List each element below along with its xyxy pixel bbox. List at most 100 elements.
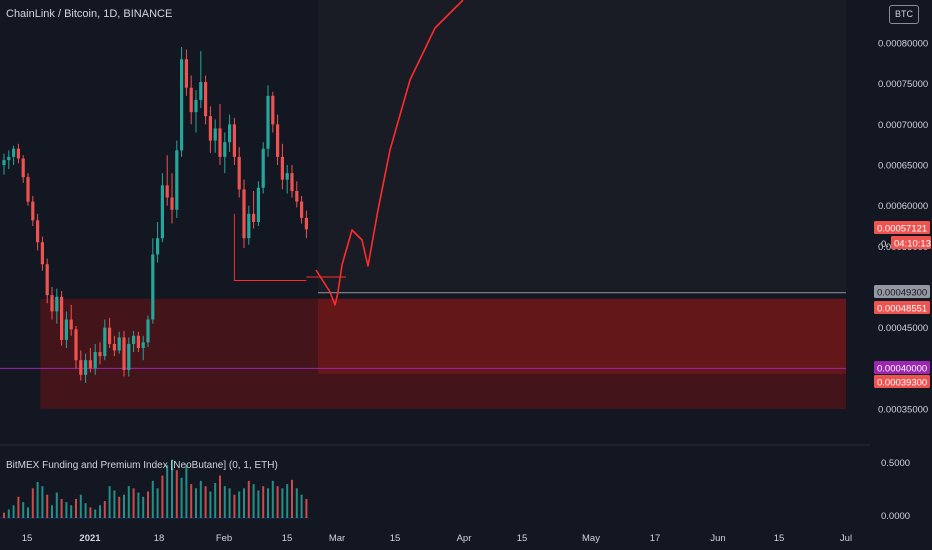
candle-body: [112, 343, 116, 351]
candle-body: [74, 329, 78, 361]
candle: [232, 117, 236, 165]
candle: [7, 150, 11, 170]
candle-body: [7, 156, 11, 161]
candle-body: [295, 191, 299, 202]
price-badge-last: 0.00057121: [874, 221, 930, 235]
candle-body: [88, 360, 92, 369]
indicator-bar: [185, 465, 188, 518]
candle: [180, 47, 184, 157]
candle-body: [285, 173, 289, 180]
indicator-bar: [137, 492, 140, 518]
candle: [103, 319, 107, 361]
candle-body: [64, 319, 68, 340]
x-tick-label: 15: [517, 533, 528, 544]
y-tick-label-partial: 0.: [881, 239, 889, 250]
candle-body: [256, 187, 260, 222]
candle-body: [252, 213, 256, 222]
indicator-bar: [267, 488, 269, 518]
projection-path[interactable]: [315, 0, 464, 306]
x-tick-label: Apr: [457, 533, 472, 544]
indicator-bar: [257, 490, 260, 518]
candle: [136, 331, 140, 353]
indicator-bar: [171, 459, 173, 518]
indicator-bar: [132, 488, 135, 518]
indicator-bar: [12, 505, 15, 518]
candle-body: [146, 319, 150, 343]
candle: [12, 145, 16, 165]
x-tick-label: 18: [154, 533, 165, 544]
y-tick-label: 0.00070000: [878, 120, 928, 131]
indicator-bar: [127, 486, 130, 518]
indicator-tick-label: 0.0000: [881, 511, 910, 522]
candle-body: [223, 142, 227, 157]
candle: [276, 114, 280, 165]
candle-body: [2, 160, 6, 165]
candle: [26, 173, 30, 206]
indicator-bar: [55, 492, 58, 518]
indicator-bar: [262, 486, 265, 518]
range-bracket[interactable]: [233, 213, 307, 281]
indicator-bar: [60, 498, 63, 518]
candle-body: [108, 327, 112, 344]
indicator-bar: [291, 479, 293, 518]
candle: [237, 147, 241, 198]
indicator-bar: [51, 505, 53, 518]
candle-body: [228, 124, 232, 143]
candle: [261, 142, 265, 194]
indicator-bar: [108, 486, 111, 518]
indicator-bar: [147, 491, 149, 518]
candle-body: [208, 116, 212, 141]
candle-body: [304, 217, 308, 230]
indicator-bar: [161, 475, 164, 518]
candle-body: [199, 82, 203, 100]
candle-body: [26, 177, 30, 202]
candle: [300, 195, 304, 224]
indicator-bar: [89, 507, 92, 518]
x-tick-label: 15: [282, 533, 293, 544]
candle: [36, 213, 40, 251]
candle: [117, 331, 121, 354]
indicator-bar: [219, 475, 221, 518]
indicator-bar: [305, 498, 308, 518]
target-zone: [318, 298, 846, 375]
candle: [228, 114, 232, 152]
x-tick-label: Jun: [710, 533, 725, 544]
indicator-bar: [214, 483, 217, 518]
indicator-bar: [223, 486, 226, 518]
price-badge-red: 0.00048551: [874, 301, 930, 315]
x-tick-label: May: [582, 533, 600, 544]
y-tick-label: 0.00080000: [878, 39, 928, 50]
candle-body: [16, 148, 20, 159]
y-tick-label: 0.00035000: [878, 405, 928, 416]
indicator-bar: [247, 480, 250, 518]
candle-body: [136, 335, 140, 348]
candle: [160, 173, 164, 243]
candle: [60, 291, 64, 346]
indicator-bar: [36, 481, 39, 518]
candle-body: [175, 150, 179, 210]
candle-body: [141, 342, 145, 348]
svg-text:0.00040000: 0.00040000: [877, 364, 927, 375]
price-badge-countdown: 04:10:13: [891, 236, 931, 250]
indicator-bar: [70, 505, 73, 518]
price-badge-red: 0.00039300: [874, 375, 930, 389]
candle-body: [280, 156, 284, 180]
svg-text:04:10:13: 04:10:13: [894, 239, 931, 250]
candle-body: [300, 201, 304, 218]
candle: [122, 330, 126, 377]
candle-body: [36, 220, 40, 243]
indicator-bar: [118, 496, 121, 518]
indicator-bar: [238, 491, 241, 518]
x-tick-label: 15: [774, 533, 785, 544]
candle: [16, 143, 20, 164]
price-badge-gray: 0.00049300: [874, 285, 930, 299]
currency-button[interactable]: BTC: [889, 5, 919, 24]
candle-body: [31, 201, 35, 221]
candle: [290, 165, 294, 198]
svg-text:0.00049300: 0.00049300: [877, 288, 927, 299]
candle-body: [242, 189, 246, 239]
candle-body: [170, 197, 174, 210]
x-tick-label: Mar: [329, 533, 345, 544]
indicator-title[interactable]: BitMEX Funding and Premium Index [NeoBut…: [6, 460, 278, 471]
